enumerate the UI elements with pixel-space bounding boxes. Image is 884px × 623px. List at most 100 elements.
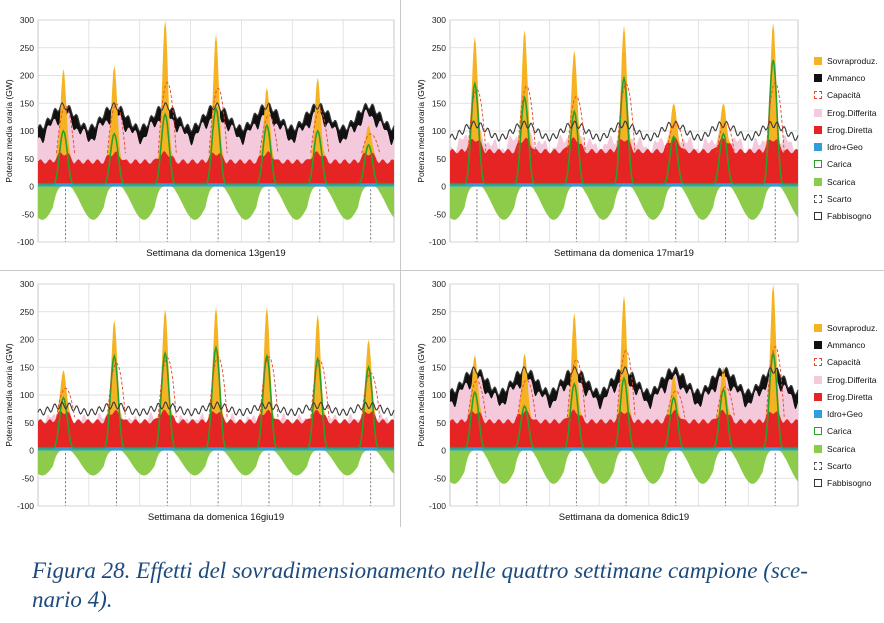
- chart-1-line-carica: [38, 106, 394, 185]
- chart-3-area-erog-differita: [38, 407, 394, 424]
- legend-bottom-swatch-6: [814, 427, 822, 436]
- legend-bottom-label-1: Ammanco: [827, 339, 866, 350]
- legend-top-swatch-3: [814, 108, 822, 117]
- chart-3-ytick-label-7: -50: [22, 473, 35, 483]
- legend-bottom-label-6: Carica: [827, 426, 852, 437]
- chart-panel-3: 300 250 200 150 100 50 0 -50 -100 Settimana da do…: [6, 274, 400, 527]
- legend-top-swatch-0: [814, 56, 822, 65]
- legend-bottom-swatch-8: [814, 462, 822, 471]
- chart-4-xlabel: Settimana da domenica 8dic19: [559, 512, 689, 523]
- chart-1-ytick-label-0: 300: [20, 15, 34, 25]
- legend-top-item-6: Carica: [814, 156, 878, 173]
- legend-bottom-label-7: Scarica: [827, 443, 856, 454]
- chart-2-capacity-peak-5: [716, 122, 735, 154]
- chart-2-area-erog-diretta: [450, 137, 798, 187]
- chart-3-ytick-label-4: 100: [20, 390, 34, 400]
- legend-bottom-label-2: Capacità: [827, 357, 861, 368]
- chart-2-area-scarica: [450, 186, 798, 220]
- chart-4-area-erog-diretta: [450, 409, 798, 451]
- chart-1-capacity-peak-6: [361, 133, 381, 154]
- legend-top-label-2: Capacità: [827, 90, 861, 101]
- legend-bottom-swatch-0: [814, 323, 822, 332]
- chart-1-ytick-label-4: 100: [20, 126, 34, 136]
- vertical-divider: [400, 0, 401, 527]
- legend-bottom-item-5: Idro+Geo: [814, 405, 878, 422]
- legend-bottom-label-4: Erog.Diretta: [827, 391, 873, 402]
- chart-3-ytick-label-5: 50: [25, 418, 35, 428]
- chart-1-area-erog-diretta: [38, 151, 394, 187]
- chart-4-area-scarica: [450, 450, 798, 484]
- legend-top-label-8: Scarto: [827, 194, 852, 205]
- chart-3-ytick-label-0: 300: [20, 279, 34, 289]
- chart-4-ytick-label-8: -100: [429, 501, 446, 511]
- chart-2-ytick-label-1: 250: [432, 43, 446, 53]
- legend-bottom-item-7: Scarica: [814, 440, 878, 457]
- chart-2-line-fabbisogno: [449, 120, 799, 142]
- chart-4-capacity-peak-0: [467, 380, 487, 418]
- chart-1-xlabel: Settimana da domenica 13gen19: [146, 248, 285, 259]
- legend-top-item-2: Capacità: [814, 87, 878, 104]
- chart-2-ytick-label-0: 300: [432, 15, 446, 25]
- legend-top: Sovraproduz. Ammanco Capacità Erog.Differit…: [814, 52, 878, 225]
- chart-panel-4: 300 250 200 150 100 50 0 -50 -100 Settimana da do…: [402, 274, 884, 527]
- legend-bottom-swatch-5: [814, 410, 822, 419]
- chart-4-area-ammanco: [450, 366, 798, 410]
- chart-2-capacity-peak-2: [566, 96, 586, 154]
- legend-top-swatch-4: [814, 125, 822, 134]
- legend-top-label-9: Fabbisogno: [827, 211, 872, 222]
- chart-4-line-carica: [450, 350, 798, 449]
- legend-top-label-7: Scarica: [827, 176, 856, 187]
- legend-top-item-5: Idro+Geo: [814, 138, 878, 155]
- chart-1-ytick-label-5: 50: [25, 154, 35, 164]
- chart-3-area-sovraproduz: [38, 307, 394, 424]
- chart-3-xlabel: Settimana da domenica 16giu19: [148, 512, 284, 523]
- legend-top-item-4: Erog.Diretta: [814, 121, 878, 138]
- legend-bottom-swatch-1: [814, 340, 822, 349]
- legend-bottom-item-0: Sovraproduz.: [814, 319, 878, 336]
- chart-2-xlabel: Settimana da domenica 17mar19: [554, 248, 694, 259]
- chart-2-capacity-peak-4: [666, 122, 686, 154]
- chart-1-ytick-label-1: 250: [20, 43, 34, 53]
- chart-panel-1: 300 250 200 150 100 50 0 -50 -100 Settimana da do…: [6, 12, 400, 269]
- chart-3-capacity-peak-1: [106, 363, 126, 418]
- chart-1-ytick-label-7: -50: [22, 209, 35, 219]
- chart-4-ytick-label-1: 250: [432, 307, 446, 317]
- chart-2-capacity-peak-6: [765, 82, 785, 154]
- chart-1-ylabel: Potenza media oraria (GW): [6, 79, 14, 183]
- chart-4-capacity-peak-5: [716, 386, 735, 418]
- chart-3-capacity-peak-3: [208, 356, 228, 418]
- chart-3-capacity-peak-0: [56, 387, 75, 418]
- chart-3-line-fabbisogno: [37, 401, 395, 417]
- legend-top-label-0: Sovraproduz.: [827, 55, 878, 66]
- horizontal-divider: [0, 270, 884, 271]
- legend-bottom-item-6: Carica: [814, 423, 878, 440]
- legend-bottom-item-3: Erog.Differita: [814, 371, 878, 388]
- legend-bottom-label-9: Fabbisogno: [827, 478, 872, 489]
- chart-1-area-ammanco: [38, 102, 394, 146]
- legend-bottom-swatch-4: [814, 392, 822, 401]
- chart-4-ytick-label-2: 200: [432, 335, 446, 345]
- legend-bottom-item-4: Erog.Diretta: [814, 388, 878, 405]
- legend-bottom-swatch-3: [814, 375, 822, 384]
- legend-top-swatch-6: [814, 160, 822, 169]
- chart-1-area-scarica: [38, 186, 394, 220]
- chart-4-ytick-label-5: 50: [437, 418, 447, 428]
- chart-1-capacity-peak-3: [208, 87, 228, 154]
- chart-3-ylabel: Potenza media oraria (GW): [6, 343, 14, 447]
- chart-2-capacity-peak-0: [467, 89, 487, 154]
- chart-2-capacity-peak-1: [517, 85, 537, 154]
- figure-caption: Figura 28. Effetti del sovradimensioname…: [32, 556, 862, 614]
- legend-top-item-7: Scarica: [814, 173, 878, 190]
- chart-2-ytick-label-8: -100: [429, 237, 446, 247]
- chart-4-svg: 300 250 200 150 100 50 0 -50 -100 Settimana da do…: [416, 279, 799, 523]
- legend-top-swatch-9: [814, 212, 822, 221]
- legend-top-item-9: Fabbisogno: [814, 208, 878, 225]
- chart-4-ytick-label-7: -50: [434, 473, 447, 483]
- chart-3-ytick-label-6: 0: [29, 446, 34, 456]
- legend-top-label-6: Carica: [827, 159, 852, 170]
- chart-1-ytick-label-8: -100: [17, 237, 34, 247]
- legend-top-swatch-5: [814, 143, 822, 152]
- chart-4-ytick-label-6: 0: [441, 446, 446, 456]
- chart-2-line-carica: [450, 59, 798, 185]
- legend-bottom-label-5: Idro+Geo: [827, 409, 863, 420]
